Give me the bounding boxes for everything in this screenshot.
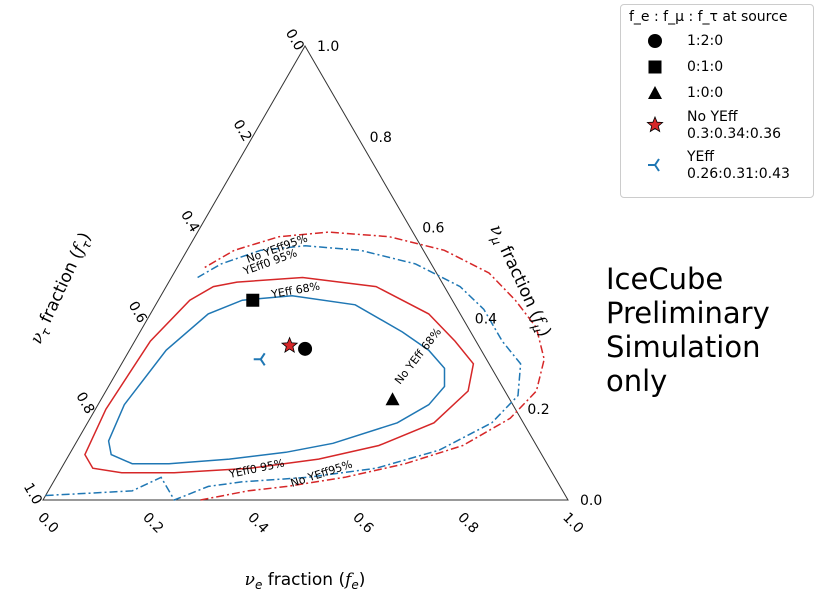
legend-marker xyxy=(648,34,662,48)
triangle-border xyxy=(42,45,569,501)
legend-label: 1:0:0 xyxy=(687,85,724,101)
legend-marker-square xyxy=(648,60,662,74)
contour-0 xyxy=(107,294,446,465)
legend-label: 0:1:0 xyxy=(687,59,724,75)
axis-labels: νe fraction (fe)νμ fraction (fμ)ντ fract… xyxy=(26,222,554,592)
marker-triangle xyxy=(385,392,400,406)
legend-label: No YEff 0.3:0.34:0.36 xyxy=(687,109,782,142)
right-tick-label: 0.6 xyxy=(422,221,444,237)
marker-arm xyxy=(259,358,266,366)
legend-marker-circle xyxy=(648,34,662,48)
bottom-tick-label: 0.4 xyxy=(244,510,271,537)
left-axis-label: ντ fraction (fτ) xyxy=(26,229,97,348)
contour-3 xyxy=(200,231,545,501)
contour-label: YEff 68% xyxy=(269,280,321,302)
marker-tri-left xyxy=(253,352,266,366)
ternary-frame xyxy=(42,45,569,501)
bottom-axis-label: νe fraction (fe) xyxy=(245,570,366,592)
bottom-tick-label: 0.0 xyxy=(34,510,61,537)
bottom-tick-label: 1.0 xyxy=(559,510,586,537)
legend-title: f_e : f_μ : f_τ at source xyxy=(629,9,788,25)
source-markers xyxy=(246,293,400,406)
marker-arm xyxy=(654,158,660,166)
bottom-tick-label: 0.2 xyxy=(139,510,166,537)
marker-arm xyxy=(259,352,266,360)
left-tick-label: 1.0 xyxy=(20,480,45,507)
marker-circle xyxy=(298,341,313,356)
right-tick-label: 0.0 xyxy=(580,493,602,509)
bottom-tick-label: 0.8 xyxy=(454,510,481,537)
legend-label: YEff 0.26:0.31:0.43 xyxy=(687,149,790,182)
legend-marker xyxy=(646,115,664,133)
right-tick-label: 0.8 xyxy=(370,130,392,146)
bottom-tick-label: 0.6 xyxy=(349,510,376,537)
legend-label: 1:2:0 xyxy=(687,33,724,49)
right-tick-label: 0.4 xyxy=(475,311,497,327)
contour-label: No YEff 68% xyxy=(392,326,444,387)
legend-marker-tri-left xyxy=(648,158,660,172)
legend-marker-star xyxy=(646,115,664,133)
contour-2 xyxy=(45,245,522,501)
contour-lines xyxy=(45,231,545,501)
contour-1 xyxy=(84,276,475,474)
marker-star xyxy=(280,336,299,353)
legend: f_e : f_μ : f_τ at source 1:2:0 0:1:0 1:0:… xyxy=(620,4,814,198)
legend-marker-triangle xyxy=(648,86,662,99)
preliminary-annotation: IceCube Preliminary Simulation only xyxy=(606,262,770,398)
marker-square xyxy=(246,293,260,307)
legend-marker xyxy=(648,60,662,74)
legend-marker xyxy=(648,86,662,99)
contour-label: YEff0 95% xyxy=(227,457,286,482)
right-tick-label: 1.0 xyxy=(317,39,339,55)
marker-arm xyxy=(654,164,660,172)
right-tick-label: 0.2 xyxy=(527,402,549,418)
legend-marker xyxy=(648,158,660,172)
contour-labels: YEff 68%No YEff 68%YEff0 95%No YEff95%YE… xyxy=(227,232,444,490)
